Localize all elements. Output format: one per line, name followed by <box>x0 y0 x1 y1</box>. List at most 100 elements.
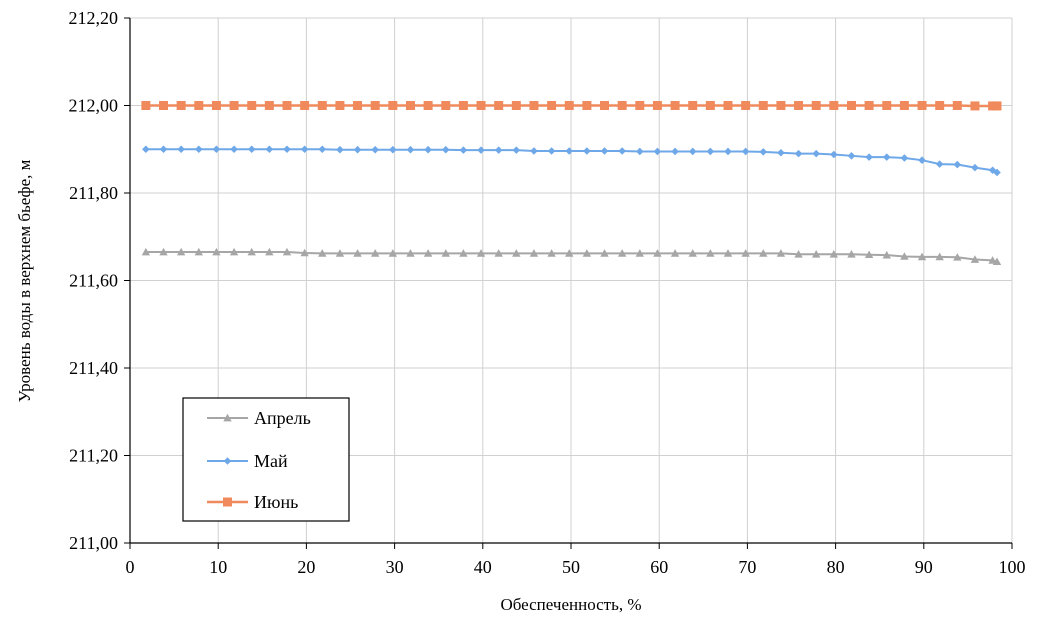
data-point-april <box>335 249 345 257</box>
axes <box>124 17 1013 549</box>
data-point-june <box>211 101 221 110</box>
y-tick-label: 211,40 <box>69 358 118 378</box>
data-point-may <box>830 150 838 159</box>
data-point-may <box>953 160 962 169</box>
data-point-may <box>424 145 432 154</box>
data-point-june <box>582 101 592 110</box>
data-point-june <box>723 101 733 110</box>
data-point-may <box>494 146 503 154</box>
data-point-april <box>829 250 839 258</box>
data-point-may <box>336 145 344 154</box>
data-point-may <box>247 145 256 154</box>
y-tick-label: 212,00 <box>69 96 119 116</box>
legend-label-may: Май <box>254 451 288 471</box>
data-point-june <box>458 101 468 110</box>
x-tick-label: 30 <box>386 557 404 577</box>
data-point-june <box>370 101 380 110</box>
x-tick-label: 10 <box>209 557 227 577</box>
data-point-may <box>583 147 591 155</box>
data-point-may <box>618 147 626 155</box>
data-point-june <box>970 101 980 111</box>
data-point-may <box>935 160 944 168</box>
data-point-april <box>635 249 644 257</box>
y-tick-label: 211,00 <box>69 533 118 553</box>
data-point-may <box>194 145 203 154</box>
data-point-june <box>811 101 821 110</box>
data-point-may <box>265 145 274 154</box>
x-tick-label: 100 <box>999 557 1026 577</box>
series-april <box>141 247 1002 266</box>
data-point-june <box>494 101 504 110</box>
data-point-may <box>741 147 750 156</box>
x-tick-label: 0 <box>126 557 135 577</box>
y-axis-title: Уровень воды в верхнем бьефе, м <box>15 159 34 402</box>
series-group <box>141 101 1002 266</box>
data-point-june <box>758 101 768 110</box>
data-point-april <box>617 249 627 257</box>
data-point-may <box>600 147 609 155</box>
data-point-may <box>477 146 485 154</box>
data-point-may <box>371 145 379 154</box>
data-point-june <box>247 101 257 110</box>
x-tick-label: 70 <box>738 557 756 577</box>
data-point-april <box>670 249 680 257</box>
data-point-may <box>759 148 768 156</box>
data-point-may <box>212 145 221 154</box>
data-point-may <box>653 147 662 156</box>
data-point-june <box>564 101 574 110</box>
data-point-april <box>565 249 574 257</box>
data-point-april <box>970 255 980 263</box>
data-point-june <box>317 101 327 110</box>
data-point-june <box>741 101 751 110</box>
data-point-april <box>723 249 733 257</box>
data-point-june <box>441 101 451 110</box>
data-point-april <box>847 250 856 258</box>
data-point-may <box>230 145 238 154</box>
data-point-june <box>846 101 856 110</box>
data-point-may <box>353 145 362 154</box>
legend-label-april: Апрель <box>254 408 311 428</box>
data-point-april <box>247 247 256 256</box>
legend-label-june: Июнь <box>254 492 298 512</box>
data-point-april <box>900 252 909 260</box>
x-tick-label: 40 <box>474 557 492 577</box>
data-point-april <box>759 249 768 257</box>
x-tick-label: 80 <box>827 557 845 577</box>
data-point-june <box>917 101 927 110</box>
data-point-april <box>529 249 539 257</box>
data-point-april <box>706 249 715 257</box>
data-point-april <box>318 249 327 257</box>
data-point-april <box>476 249 486 257</box>
data-point-april <box>776 249 786 257</box>
data-point-may <box>847 152 856 160</box>
data-point-may <box>547 147 556 155</box>
y-tick-label: 211,60 <box>69 271 118 291</box>
data-point-june <box>229 101 239 110</box>
data-point-april <box>512 249 521 257</box>
data-point-april <box>265 247 274 256</box>
data-point-may <box>389 145 397 154</box>
data-point-june <box>388 101 398 110</box>
data-point-june <box>476 101 486 110</box>
data-point-june <box>159 101 169 110</box>
data-point-may <box>777 148 785 157</box>
data-point-april <box>423 249 433 257</box>
data-point-april <box>811 250 821 258</box>
data-point-april <box>741 249 750 257</box>
y-tick-label: 212,20 <box>69 8 119 28</box>
tick-labels: 0 10 20 30 40 50 60 70 80 90 100 211,00 211,20 211,40… <box>69 8 1026 577</box>
data-point-april <box>176 247 186 256</box>
legend-marker-june <box>223 497 232 507</box>
data-point-april <box>917 252 927 261</box>
data-point-april <box>353 249 362 257</box>
data-point-june <box>829 101 839 110</box>
data-point-april <box>159 247 168 256</box>
data-point-may <box>530 147 538 155</box>
data-point-june <box>335 101 345 110</box>
data-point-june <box>635 101 645 110</box>
data-point-april <box>282 247 292 256</box>
data-point-may <box>406 145 415 154</box>
data-point-june <box>141 101 151 110</box>
data-point-may <box>812 149 820 158</box>
x-axis-title: Обеспеченность, % <box>500 595 641 614</box>
